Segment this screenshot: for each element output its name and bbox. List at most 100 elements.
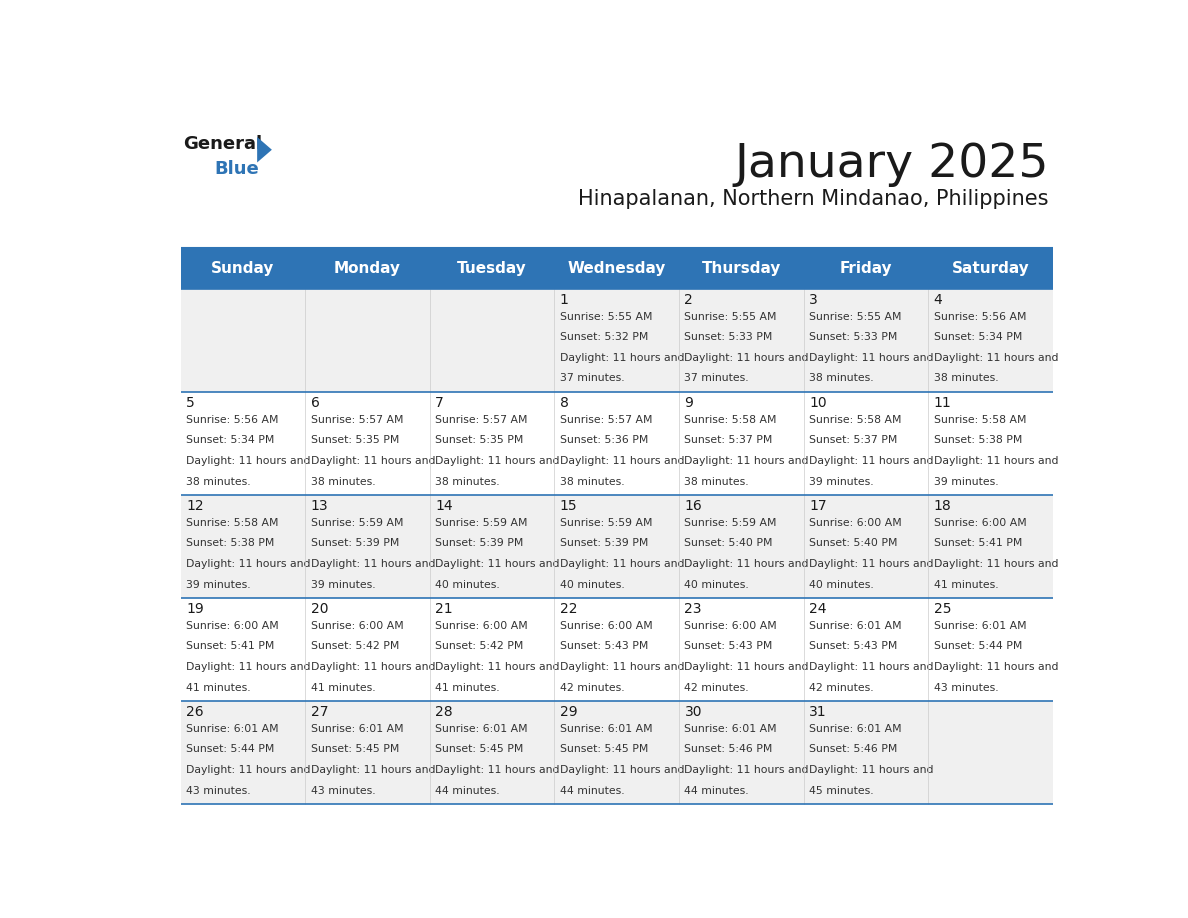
Bar <box>680 248 803 289</box>
Text: Sunrise: 6:01 AM: Sunrise: 6:01 AM <box>684 724 777 733</box>
Text: Sunday: Sunday <box>211 261 274 276</box>
Text: 11: 11 <box>934 397 952 410</box>
Text: Daylight: 11 hours and: Daylight: 11 hours and <box>560 662 684 672</box>
Bar <box>181 599 305 701</box>
Text: Sunset: 5:34 PM: Sunset: 5:34 PM <box>187 435 274 445</box>
Text: Sunrise: 6:01 AM: Sunrise: 6:01 AM <box>809 621 902 631</box>
Text: 29: 29 <box>560 705 577 720</box>
Text: 15: 15 <box>560 499 577 513</box>
Text: 43 minutes.: 43 minutes. <box>187 786 251 796</box>
Text: Sunset: 5:35 PM: Sunset: 5:35 PM <box>311 435 399 445</box>
Text: Daylight: 11 hours and: Daylight: 11 hours and <box>684 456 809 466</box>
Text: Sunrise: 5:56 AM: Sunrise: 5:56 AM <box>187 415 279 425</box>
Text: Sunrise: 5:56 AM: Sunrise: 5:56 AM <box>934 311 1026 321</box>
Text: Sunrise: 5:55 AM: Sunrise: 5:55 AM <box>809 311 902 321</box>
Text: Daylight: 11 hours and: Daylight: 11 hours and <box>560 765 684 775</box>
Text: 40 minutes.: 40 minutes. <box>435 579 500 589</box>
Text: Daylight: 11 hours and: Daylight: 11 hours and <box>934 456 1059 466</box>
Text: Daylight: 11 hours and: Daylight: 11 hours and <box>435 662 560 672</box>
Bar <box>680 599 803 701</box>
Text: Daylight: 11 hours and: Daylight: 11 hours and <box>311 765 435 775</box>
Text: Sunset: 5:40 PM: Sunset: 5:40 PM <box>809 538 898 548</box>
Text: Sunrise: 6:01 AM: Sunrise: 6:01 AM <box>809 724 902 733</box>
Text: Sunrise: 6:01 AM: Sunrise: 6:01 AM <box>187 724 279 733</box>
Text: Daylight: 11 hours and: Daylight: 11 hours and <box>187 559 311 569</box>
Text: Sunset: 5:43 PM: Sunset: 5:43 PM <box>684 642 773 652</box>
Text: 7: 7 <box>435 397 444 410</box>
Text: Sunset: 5:42 PM: Sunset: 5:42 PM <box>435 642 524 652</box>
Text: Sunset: 5:44 PM: Sunset: 5:44 PM <box>934 642 1022 652</box>
Text: Sunrise: 6:00 AM: Sunrise: 6:00 AM <box>934 518 1026 528</box>
Text: Daylight: 11 hours and: Daylight: 11 hours and <box>311 662 435 672</box>
Bar <box>928 248 1053 289</box>
Text: Sunset: 5:39 PM: Sunset: 5:39 PM <box>435 538 524 548</box>
Text: Sunrise: 5:59 AM: Sunrise: 5:59 AM <box>684 518 777 528</box>
Text: Sunrise: 6:00 AM: Sunrise: 6:00 AM <box>187 621 279 631</box>
Text: Sunset: 5:40 PM: Sunset: 5:40 PM <box>684 538 773 548</box>
Text: 17: 17 <box>809 499 827 513</box>
Text: 24: 24 <box>809 602 827 616</box>
Polygon shape <box>257 137 272 162</box>
Text: 38 minutes.: 38 minutes. <box>809 374 873 384</box>
Text: Daylight: 11 hours and: Daylight: 11 hours and <box>934 662 1059 672</box>
Text: Sunset: 5:32 PM: Sunset: 5:32 PM <box>560 332 649 342</box>
Text: Sunset: 5:45 PM: Sunset: 5:45 PM <box>311 744 399 755</box>
Text: Daylight: 11 hours and: Daylight: 11 hours and <box>560 456 684 466</box>
Text: Sunset: 5:38 PM: Sunset: 5:38 PM <box>934 435 1022 445</box>
Text: Sunrise: 6:00 AM: Sunrise: 6:00 AM <box>435 621 529 631</box>
Text: 42 minutes.: 42 minutes. <box>809 683 873 693</box>
Text: 6: 6 <box>311 397 320 410</box>
Text: 13: 13 <box>311 499 328 513</box>
Text: Sunset: 5:39 PM: Sunset: 5:39 PM <box>311 538 399 548</box>
Bar <box>803 701 928 804</box>
Bar <box>680 392 803 495</box>
Text: Daylight: 11 hours and: Daylight: 11 hours and <box>809 662 934 672</box>
Text: Sunrise: 6:00 AM: Sunrise: 6:00 AM <box>684 621 777 631</box>
Text: Sunrise: 6:01 AM: Sunrise: 6:01 AM <box>311 724 404 733</box>
Text: Sunset: 5:33 PM: Sunset: 5:33 PM <box>809 332 897 342</box>
Text: Sunrise: 6:00 AM: Sunrise: 6:00 AM <box>311 621 404 631</box>
Text: Daylight: 11 hours and: Daylight: 11 hours and <box>809 456 934 466</box>
Bar <box>803 392 928 495</box>
Bar <box>305 248 430 289</box>
Text: 21: 21 <box>435 602 453 616</box>
Text: Daylight: 11 hours and: Daylight: 11 hours and <box>435 559 560 569</box>
Text: Sunrise: 5:58 AM: Sunrise: 5:58 AM <box>187 518 279 528</box>
Text: 38 minutes.: 38 minutes. <box>311 476 375 487</box>
Text: Daylight: 11 hours and: Daylight: 11 hours and <box>311 456 435 466</box>
Text: Daylight: 11 hours and: Daylight: 11 hours and <box>684 765 809 775</box>
Bar <box>803 599 928 701</box>
Text: 41 minutes.: 41 minutes. <box>187 683 251 693</box>
Text: Sunset: 5:41 PM: Sunset: 5:41 PM <box>934 538 1022 548</box>
Text: 9: 9 <box>684 397 694 410</box>
Text: 44 minutes.: 44 minutes. <box>435 786 500 796</box>
Text: 14: 14 <box>435 499 453 513</box>
Text: 45 minutes.: 45 minutes. <box>809 786 873 796</box>
Text: Wednesday: Wednesday <box>568 261 665 276</box>
Text: Daylight: 11 hours and: Daylight: 11 hours and <box>684 353 809 363</box>
Text: 39 minutes.: 39 minutes. <box>311 579 375 589</box>
Bar <box>555 392 680 495</box>
Bar <box>430 392 555 495</box>
Text: January 2025: January 2025 <box>734 142 1049 187</box>
Bar <box>803 495 928 599</box>
Text: 23: 23 <box>684 602 702 616</box>
Bar <box>305 701 430 804</box>
Bar <box>181 392 305 495</box>
Bar <box>555 701 680 804</box>
Text: Sunset: 5:39 PM: Sunset: 5:39 PM <box>560 538 649 548</box>
Text: 43 minutes.: 43 minutes. <box>311 786 375 796</box>
Text: Sunrise: 5:58 AM: Sunrise: 5:58 AM <box>809 415 902 425</box>
Text: 16: 16 <box>684 499 702 513</box>
Bar <box>181 248 305 289</box>
Bar <box>803 248 928 289</box>
Bar <box>430 701 555 804</box>
Text: Daylight: 11 hours and: Daylight: 11 hours and <box>934 559 1059 569</box>
Bar <box>803 289 928 392</box>
Text: Daylight: 11 hours and: Daylight: 11 hours and <box>809 765 934 775</box>
Text: Daylight: 11 hours and: Daylight: 11 hours and <box>187 765 311 775</box>
Text: 39 minutes.: 39 minutes. <box>187 579 251 589</box>
Bar <box>928 289 1053 392</box>
Text: Daylight: 11 hours and: Daylight: 11 hours and <box>684 559 809 569</box>
Text: 12: 12 <box>187 499 204 513</box>
